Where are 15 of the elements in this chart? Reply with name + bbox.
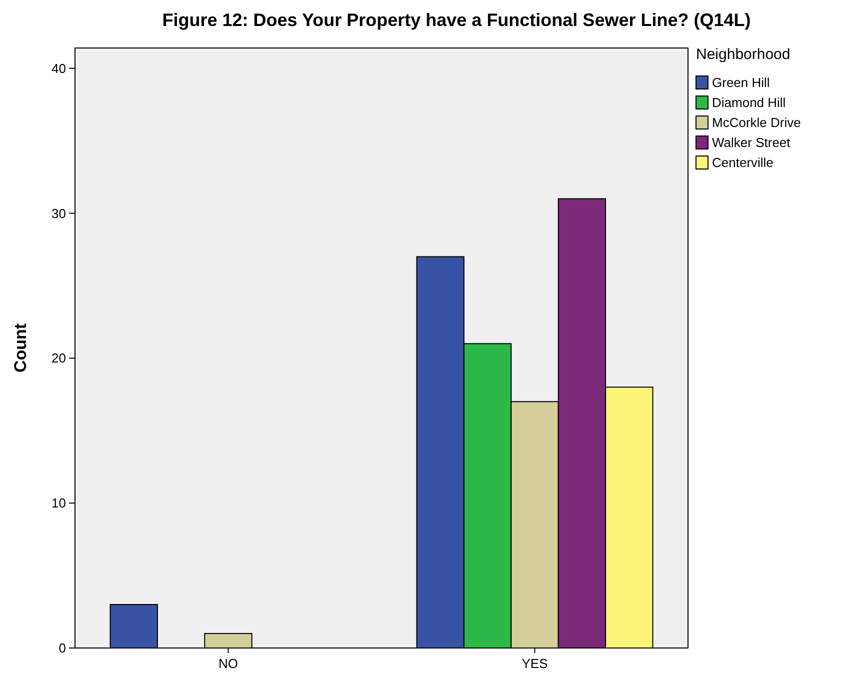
- legend-label: Walker Street: [712, 135, 791, 150]
- y-tick-label: 0: [58, 640, 66, 656]
- y-tick-label: 10: [52, 496, 66, 511]
- legend-title: Neighborhood: [696, 46, 790, 63]
- legend-label: Centerville: [712, 155, 774, 170]
- legend-label: Green Hill: [712, 75, 770, 90]
- y-axis-title: Count: [11, 323, 30, 373]
- x-tick-label: YES: [522, 656, 548, 671]
- legend-label: McCorkle Drive: [712, 115, 801, 130]
- y-tick-label: 20: [52, 350, 66, 366]
- legend-label: Diamond Hill: [712, 95, 786, 110]
- y-tick-label: 30: [52, 206, 66, 221]
- x-tick-label: NO: [218, 656, 238, 671]
- y-tick-label: 40: [52, 60, 66, 76]
- chart-title: Figure 12: Does Your Property have a Functional Sewer Line? (Q14L): [162, 10, 751, 30]
